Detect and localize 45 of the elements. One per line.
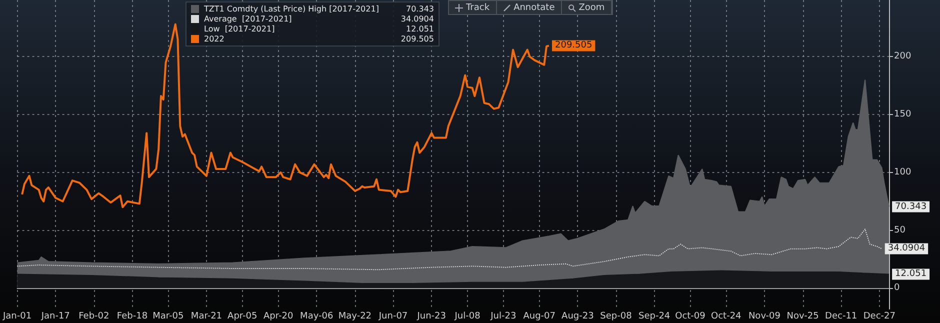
x-tick-label: Jan-01 xyxy=(2,312,32,322)
line-series xyxy=(21,23,550,208)
x-tick-label: Sep-08 xyxy=(600,312,632,322)
x-tick-label: May-22 xyxy=(338,312,372,322)
x-tick-label: Dec-11 xyxy=(825,312,858,322)
x-tick-label: Nov-25 xyxy=(786,312,819,322)
y-tick-label: 150 xyxy=(894,110,912,120)
text: 70.343 xyxy=(406,4,434,14)
data-label: 34.0904 xyxy=(888,244,926,254)
data-label: 70.343 xyxy=(895,202,927,212)
x-tick-label: Sep-24 xyxy=(638,312,670,322)
y-tick-label: 100 xyxy=(894,167,912,178)
x-tick-label: Aug-07 xyxy=(523,312,556,322)
data-label: 12.051 xyxy=(895,269,927,280)
annotation: Annotate xyxy=(514,2,555,12)
text: 12.051 xyxy=(406,24,434,34)
x-tick-label: Feb-18 xyxy=(116,312,148,322)
y-tick-label: 200 xyxy=(894,52,912,62)
x-tick-label: Dec-27 xyxy=(863,312,896,322)
x-tick-label: Feb-02 xyxy=(78,312,110,322)
x-tick-label: Nov-09 xyxy=(748,312,781,322)
x-tick-label: Jun-23 xyxy=(416,312,446,322)
text: 209.505 xyxy=(400,34,434,44)
legend-label: Average [2017-2021] xyxy=(204,14,292,24)
x-tick-label: Oct-24 xyxy=(711,312,742,322)
data-label: 209.505 xyxy=(554,40,592,51)
x-tick-label: Aug-23 xyxy=(562,312,594,322)
legend-label: Low [2017-2021] xyxy=(204,24,275,34)
x-tick-label: Oct-09 xyxy=(675,312,706,322)
x-tick-label: Mar-05 xyxy=(152,312,184,322)
y-tick-label: 50 xyxy=(894,225,906,236)
x-tick-label: Jan-17 xyxy=(40,312,70,322)
annotation: Zoom xyxy=(578,2,605,12)
x-tick-label: Jun-07 xyxy=(378,312,408,322)
x-tick-label: Jul-08 xyxy=(454,312,481,322)
y-tick-label: 0 xyxy=(894,283,900,294)
text: 34.0904 xyxy=(400,14,434,24)
x-tick-label: May-06 xyxy=(300,312,334,322)
annotation: Track xyxy=(466,2,490,12)
x-tick-label: Mar-21 xyxy=(190,312,222,322)
x-tick-label: Apr-20 xyxy=(263,312,294,322)
legend-label: TZT1 Comdty (Last Price) High [2017-2021] xyxy=(203,4,379,14)
x-tick-label: Apr-05 xyxy=(228,312,258,322)
x-tick-label: Jul-23 xyxy=(490,312,516,322)
legend-label: 2022 xyxy=(204,34,224,44)
